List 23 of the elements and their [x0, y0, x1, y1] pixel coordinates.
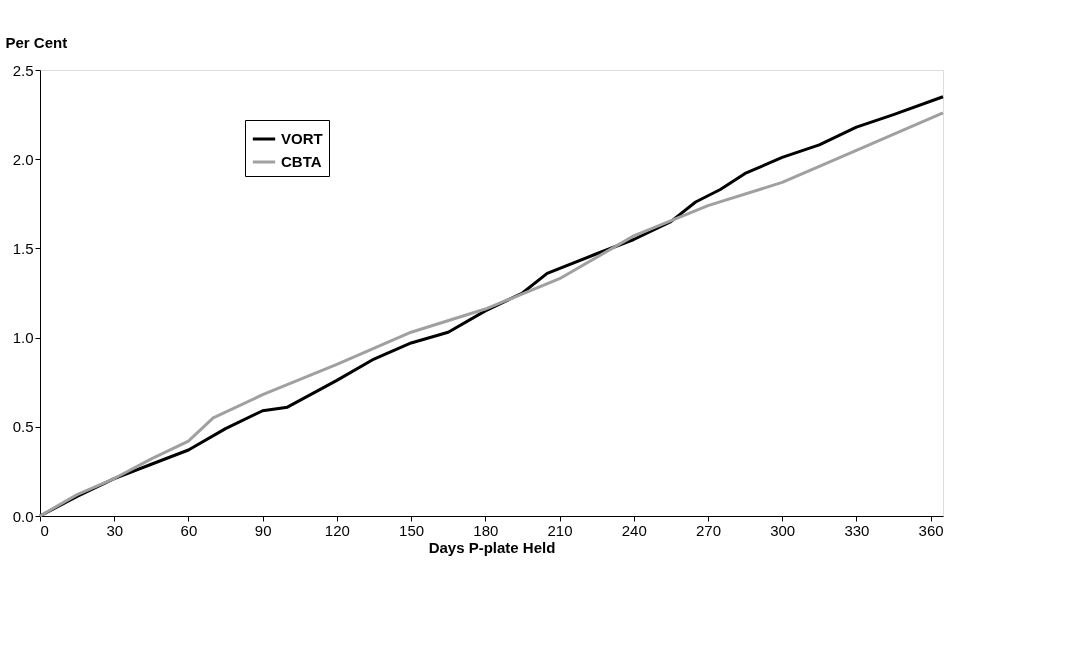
x-tick-label: 360 [918, 521, 944, 539]
x-tick-label: 0 [40, 521, 49, 539]
x-tick-label: 240 [621, 521, 647, 539]
x-tick-label: 30 [106, 521, 124, 539]
y-tick-label: 0.0 [12, 507, 34, 525]
legend-label: CBTA [281, 153, 322, 170]
x-tick-label: 120 [324, 521, 350, 539]
x-tick-label: 150 [399, 521, 425, 539]
y-tick-label: 1.0 [12, 329, 34, 347]
x-tick-label: 180 [473, 521, 499, 539]
y-tick-label: 0.5 [12, 418, 34, 436]
x-axis-title: Days P-plate Held [428, 538, 556, 556]
x-tick-label: 90 [254, 521, 272, 539]
x-tick-label: 300 [770, 521, 796, 539]
x-tick-label: 270 [695, 521, 721, 539]
y-axis-title: Per Cent [5, 33, 68, 51]
x-tick-label: 330 [844, 521, 870, 539]
legend-label: VORT [281, 130, 323, 147]
y-tick-label: 2.0 [12, 150, 34, 168]
y-tick-label: 1.5 [12, 239, 34, 257]
x-tick-label: 60 [180, 521, 198, 539]
x-tick-label: 210 [547, 521, 573, 539]
y-tick-label: 2.5 [12, 61, 34, 79]
